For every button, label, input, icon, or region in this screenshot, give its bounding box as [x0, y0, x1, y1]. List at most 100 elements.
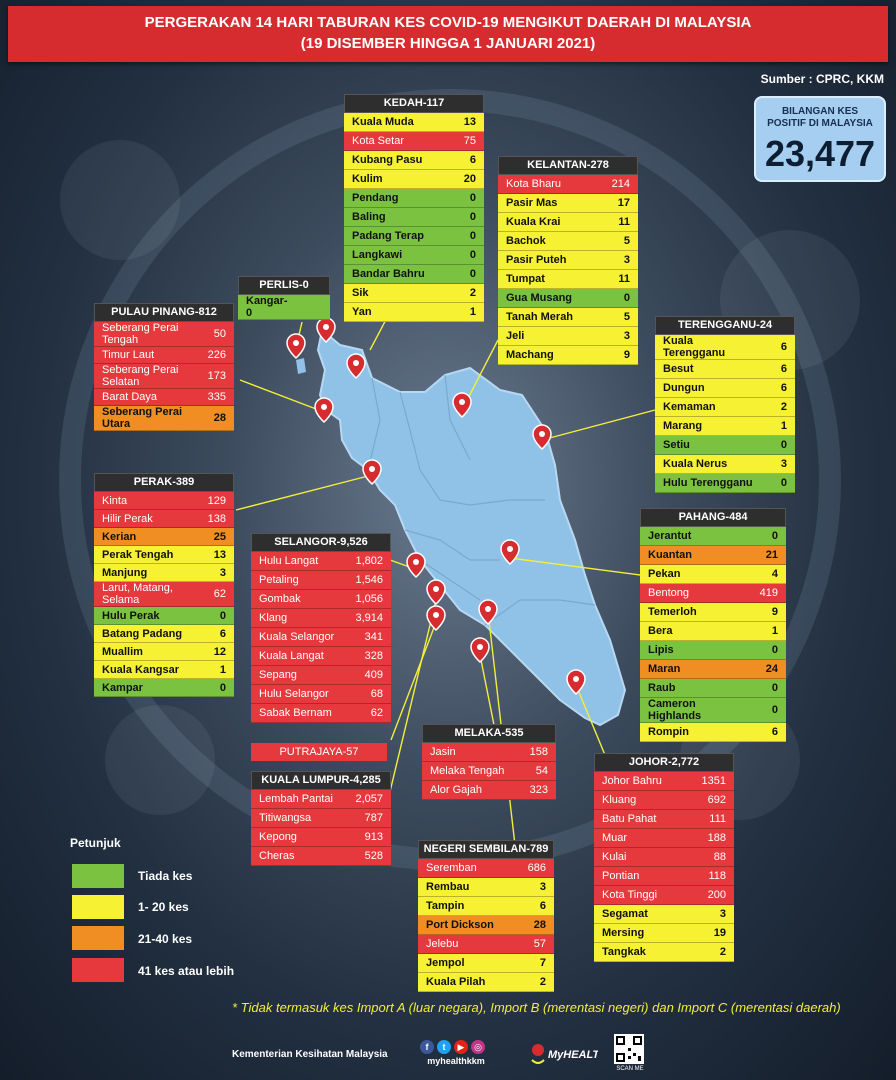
district-name: Kuala Krai: [506, 216, 561, 228]
district-name: Rompin: [648, 726, 689, 738]
district-cases: 0: [771, 682, 778, 694]
district-cases: 419: [759, 587, 778, 599]
district-cases: 3: [623, 254, 630, 266]
district-row: Bera 1: [640, 622, 786, 641]
myhealth-logo: MyHEALTH: [531, 1044, 598, 1064]
map-pin-icon: [426, 579, 446, 606]
district-cases: 3,914: [355, 612, 383, 624]
district-name: Kuala Pilah: [426, 976, 486, 988]
district-cases: 13: [213, 548, 226, 561]
youtube-icon[interactable]: ▶: [454, 1040, 468, 1054]
district-cases: 6: [539, 900, 546, 912]
state-table-johor: JOHOR-2,772 Johor Bahru 1351 Kluang 692 Batu …: [594, 753, 734, 962]
state-table-negeri-sembilan: NEGERI SEMBILAN-789 Seremban 686 Rembau 3 Tam…: [418, 840, 554, 992]
state-title: PAHANG-484: [640, 508, 786, 527]
district-cases: 28: [533, 919, 546, 931]
legend-label: 41 kes atau lebih: [138, 964, 235, 978]
district-cases: 0: [219, 609, 226, 622]
district-cases: 2: [539, 976, 546, 988]
district-name: Padang Terap: [352, 230, 424, 242]
social-handle: myhealthkkm: [427, 1056, 485, 1066]
legend-swatch-yellow: [72, 895, 124, 919]
state-title: KELANTAN-278: [498, 156, 638, 175]
district-cases: 68: [370, 688, 383, 700]
district-cases: 6: [780, 382, 787, 394]
district-name: Kubang Pasu: [352, 154, 423, 166]
district-row: Timur Laut 226: [94, 347, 234, 364]
district-row: Sabak Bernam 62: [251, 704, 391, 723]
district-row: Yan 1: [344, 303, 484, 322]
district-name: Seberang Perai Selatan: [102, 364, 179, 388]
district-cases: 50: [213, 328, 226, 340]
legend-title: Petunjuk: [70, 836, 121, 850]
district-row: Seberang Perai Tengah 50: [94, 322, 234, 347]
district-cases: 1,056: [355, 593, 383, 605]
district-cases: 25: [213, 530, 226, 543]
twitter-icon[interactable]: t: [437, 1040, 451, 1054]
district-row: Kampar 0: [94, 679, 234, 697]
district-row: Bandar Bahru 0: [344, 265, 484, 284]
total-label-line1: BILANGAN KES: [781, 106, 859, 117]
title-line1: PERGERAKAN 14 HARI TABURAN KES COVID-19 …: [144, 14, 752, 31]
district-row: Maran 24: [640, 660, 786, 679]
district-cases: 1: [771, 625, 778, 637]
district-name: Larut, Matang, Selama: [102, 582, 173, 606]
district-row: Jasin 158: [422, 743, 556, 762]
district-row: Hulu Terengganu 0: [655, 474, 795, 493]
district-name: Baling: [352, 211, 386, 223]
total-cases-box: BILANGAN KES POSITIF DI MALAYSIA 23,477: [754, 96, 886, 182]
district-cases: 13: [463, 116, 476, 128]
district-name: Kepong: [259, 831, 297, 843]
district-name: Seremban: [426, 862, 477, 874]
map-pin-icon: [346, 353, 366, 380]
district-cases: 75: [463, 135, 476, 147]
district-name: Pontian: [602, 870, 640, 882]
district-cases: 913: [364, 831, 383, 843]
instagram-icon[interactable]: ◎: [471, 1040, 485, 1054]
district-name: Petaling: [259, 574, 299, 586]
penang-island: [296, 358, 306, 374]
district-name: Bandar Bahru: [352, 268, 425, 280]
district-row: Klang 3,914: [251, 609, 391, 628]
district-name: Timur Laut: [102, 349, 155, 361]
district-row: Larut, Matang, Selama 62: [94, 582, 234, 607]
district-name: Kuala Nerus: [663, 458, 728, 470]
district-cases: 692: [707, 794, 726, 806]
district-name: Cheras: [259, 850, 295, 862]
district-row: Kerian 25: [94, 528, 234, 546]
facebook-icon[interactable]: f: [420, 1040, 434, 1054]
district-name: Manjung: [102, 566, 148, 579]
district-name: Jeli: [506, 330, 525, 342]
district-row: Lembah Pantai 2,057: [251, 790, 391, 809]
state-table-pulau-pinang: PULAU PINANG-812 Seberang Perai Tengah 50 T…: [94, 303, 234, 431]
qr-code-icon[interactable]: [614, 1034, 644, 1064]
district-cases: 0: [469, 211, 476, 223]
district-cases: 3: [719, 908, 726, 920]
district-row: Manjung 3: [94, 564, 234, 582]
qr-label: SCAN ME: [616, 1066, 644, 1072]
district-row: Johor Bahru 1351: [594, 772, 734, 791]
district-name: Muallim: [102, 645, 143, 658]
district-cases: 57: [533, 938, 546, 950]
district-row: Sepang 409: [251, 666, 391, 685]
district-row: Seberang Perai Utara 28: [94, 406, 234, 431]
district-cases: 686: [527, 862, 546, 874]
district-name: Barat Daya: [102, 391, 158, 403]
district-cases: 0: [469, 268, 476, 280]
district-row: Jeli 3: [498, 327, 638, 346]
district-row: Kuala Nerus 3: [655, 455, 795, 474]
district-row: Kuala Krai 11: [498, 213, 638, 232]
district-row: Dungun 6: [655, 379, 795, 398]
district-name: Kota Tinggi: [602, 889, 658, 901]
district-cases: 226: [207, 349, 226, 361]
district-row: Batu Pahat 111: [594, 810, 734, 829]
map-pin-icon: [478, 599, 498, 626]
district-name: Kerian: [102, 530, 137, 543]
district-name: Bachok: [506, 235, 546, 247]
district-row: Kota Setar 75: [344, 132, 484, 151]
district-row: Gua Musang 0: [498, 289, 638, 308]
district-row: Lipis 0: [640, 641, 786, 660]
district-row: Kota Tinggi 200: [594, 886, 734, 905]
district-name: Kuala Kangsar: [102, 663, 180, 676]
map-pin-icon: [286, 333, 306, 360]
